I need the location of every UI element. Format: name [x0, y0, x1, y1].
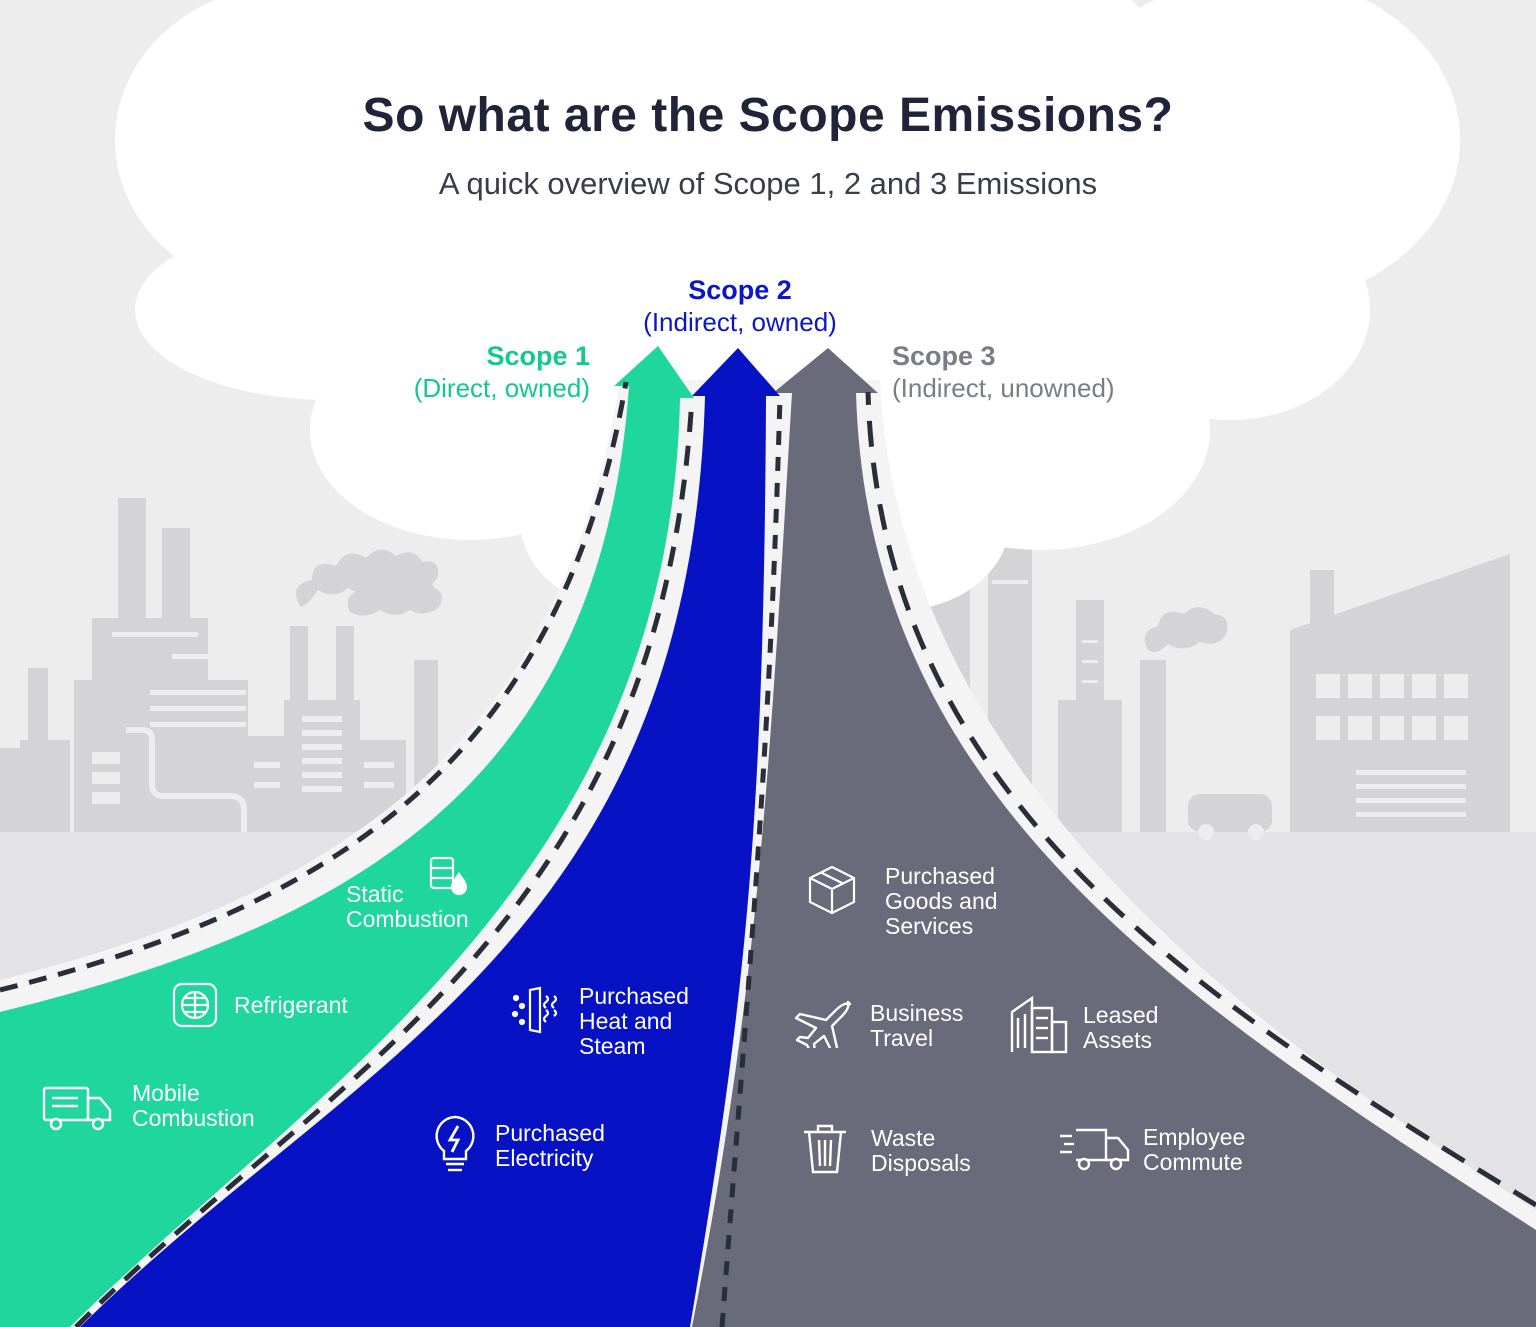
trash-icon: [804, 1124, 846, 1174]
truck-icon: [42, 1086, 112, 1131]
page-subtitle: A quick overview of Scope 1, 2 and 3 Emi…: [438, 166, 1098, 201]
scope3-header: Scope 3 (Indirect, unowned): [892, 340, 1172, 404]
refrigerant-label: Refrigerant: [234, 992, 348, 1018]
page-title: So what are the Scope Emissions?: [362, 89, 1174, 142]
scope3-subheading: (Indirect, unowned): [892, 373, 1115, 403]
fuel-barrel-icon: [429, 856, 468, 896]
purchased-heat-steam-label: Purchased Heat and Steam: [579, 983, 689, 1059]
heat-steam-icon: [511, 986, 558, 1034]
purchased-goods-services-label: Purchased Goods and Services: [885, 863, 998, 939]
scope2-arrow: [80, 348, 780, 1327]
scope3-heading: Scope 3: [892, 341, 996, 371]
airplane-icon: [794, 1000, 852, 1048]
scope2-subheading: (Indirect, owned): [643, 307, 837, 337]
scope1-heading: Scope 1: [486, 341, 590, 371]
waste-disposals-label: Waste Disposals: [871, 1125, 971, 1176]
package-icon: [808, 865, 856, 915]
scope1-header: Scope 1 (Direct, owned): [330, 340, 590, 404]
business-travel-label: Business Travel: [870, 1000, 964, 1051]
lane-markings: [0, 381, 1536, 1327]
scope2-heading: Scope 2: [688, 275, 792, 305]
scope2-header: Scope 2 (Indirect, owned): [590, 274, 890, 338]
scope1-subheading: (Direct, owned): [413, 373, 590, 403]
refrigerant-icon: [172, 982, 218, 1028]
lightbulb-icon: [435, 1115, 475, 1172]
scope1-arrow: [0, 346, 694, 1327]
factory-left-pipe: [126, 727, 247, 832]
employee-commute-label: Employee Commute: [1143, 1124, 1246, 1175]
leased-assets-label: Leased Assets: [1083, 1002, 1159, 1053]
buildings-icon: [1010, 995, 1068, 1054]
factory-left-windows: [92, 632, 394, 804]
scope3-arrow: [692, 348, 1536, 1327]
static-combustion-label: Static Combustion: [346, 881, 469, 932]
delivery-van-icon: [1060, 1128, 1130, 1171]
mobile-combustion-label: Mobile Combustion: [132, 1080, 255, 1131]
purchased-electricity-label: Purchased Electricity: [495, 1120, 605, 1171]
